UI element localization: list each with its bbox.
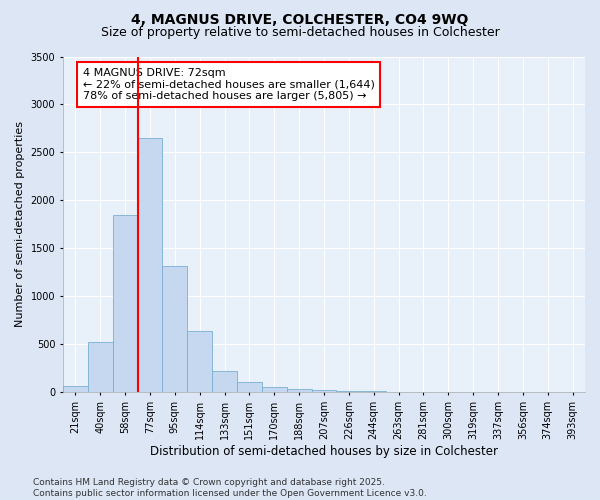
Bar: [63, 386, 88, 392]
Bar: [287, 389, 311, 392]
Bar: [262, 387, 287, 392]
Bar: [311, 390, 337, 392]
Text: 4 MAGNUS DRIVE: 72sqm
← 22% of semi-detached houses are smaller (1,644)
78% of s: 4 MAGNUS DRIVE: 72sqm ← 22% of semi-deta…: [83, 68, 375, 101]
Bar: [237, 382, 262, 392]
Bar: [88, 342, 113, 392]
Bar: [163, 266, 187, 392]
Text: 4, MAGNUS DRIVE, COLCHESTER, CO4 9WQ: 4, MAGNUS DRIVE, COLCHESTER, CO4 9WQ: [131, 12, 469, 26]
Text: Contains HM Land Registry data © Crown copyright and database right 2025.
Contai: Contains HM Land Registry data © Crown c…: [33, 478, 427, 498]
Bar: [137, 138, 163, 392]
Bar: [113, 214, 137, 392]
Bar: [337, 391, 361, 392]
Bar: [212, 371, 237, 392]
Text: Size of property relative to semi-detached houses in Colchester: Size of property relative to semi-detach…: [101, 26, 499, 39]
Y-axis label: Number of semi-detached properties: Number of semi-detached properties: [15, 121, 25, 327]
X-axis label: Distribution of semi-detached houses by size in Colchester: Distribution of semi-detached houses by …: [150, 444, 498, 458]
Bar: [187, 330, 212, 392]
